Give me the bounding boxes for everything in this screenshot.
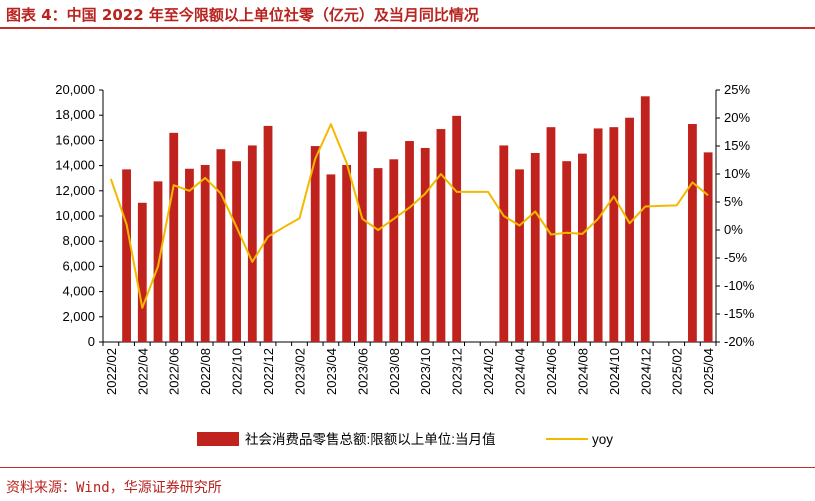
- y2-tick-label: 0%: [724, 222, 743, 237]
- legend: 社会消费品零售总额:限额以上单位:当月值 yoy: [197, 432, 613, 447]
- y-tick-label: 0: [88, 334, 95, 349]
- bar: [122, 169, 131, 342]
- x-tick-label: 2024/06: [544, 348, 559, 395]
- bar: [593, 128, 603, 342]
- x-tick-label: 2025/02: [670, 348, 685, 395]
- y-tick-label: 4,000: [62, 284, 95, 299]
- x-tick-label: 2024/12: [638, 348, 653, 395]
- title-divider: [0, 27, 815, 29]
- x-tick-label: 2022/06: [167, 348, 182, 395]
- x-tick-label: 2024/02: [481, 348, 496, 395]
- x-tick-label: 2024/10: [607, 348, 622, 395]
- y-tick-label: 6,000: [62, 258, 95, 273]
- bar: [137, 202, 147, 342]
- bar: [216, 149, 226, 342]
- y2-tick-label: 5%: [724, 194, 743, 209]
- y-tick-label: 20,000: [55, 82, 95, 97]
- bar: [169, 132, 179, 342]
- bar: [373, 168, 383, 342]
- bar: [562, 161, 572, 342]
- bar: [577, 153, 587, 342]
- x-tick-label: 2024/08: [575, 348, 590, 395]
- line-series-layer: [109, 123, 709, 309]
- y2-tick-label: -10%: [724, 278, 755, 293]
- source-divider: [0, 467, 815, 468]
- legend-bar-label: 社会消费品零售总额:限额以上单位:当月值: [245, 432, 496, 447]
- bar: [200, 164, 210, 342]
- x-tick-label: 2022/04: [135, 348, 150, 395]
- x-tick-label: 2023/10: [418, 348, 433, 395]
- bar: [357, 131, 367, 342]
- y-tick-label: 16,000: [55, 132, 95, 147]
- y-tick-label: 18,000: [55, 107, 95, 122]
- x-tick-label: 2023/12: [450, 348, 465, 395]
- x-tick-label: 2023/04: [324, 348, 339, 395]
- bar: [688, 124, 697, 343]
- bar: [436, 129, 446, 342]
- bar: [515, 169, 524, 342]
- bar: [185, 168, 194, 342]
- legend-bar-swatch: [197, 432, 239, 446]
- bar: [609, 127, 619, 342]
- y-tick-label: 14,000: [55, 158, 95, 173]
- bar: [640, 96, 650, 342]
- bar: [625, 117, 634, 342]
- y2-tick-label: 20%: [724, 110, 750, 125]
- x-tick-label: 2024/04: [513, 348, 528, 395]
- x-tick-label: 2022/08: [198, 348, 213, 395]
- bar: [389, 159, 399, 342]
- bar: [326, 174, 336, 342]
- tick-label-layer: 0 2,000 4,000 6,000 8,000 10,000 12,000 14,000 1…: [55, 82, 755, 395]
- figure-title: 图表 4：中国 2022 年至今限额以上单位社零（亿元）及当月同比情况: [6, 6, 479, 24]
- x-tick-label: 2025/04: [701, 348, 716, 395]
- legend-line-label: yoy: [592, 432, 613, 447]
- y2-tick-label: 15%: [724, 138, 750, 153]
- y2-tick-label: -20%: [724, 334, 755, 349]
- y-tick-label: 12,000: [55, 183, 95, 198]
- bar: [530, 153, 540, 342]
- x-tick-label: 2023/06: [355, 348, 370, 395]
- bar: [452, 115, 462, 342]
- bar: [703, 152, 713, 342]
- y2-tick-label: -15%: [724, 306, 755, 321]
- x-tick-label: 2022/02: [104, 348, 119, 395]
- y-tick-label: 8,000: [62, 233, 95, 248]
- bar: [310, 146, 320, 342]
- y2-tick-label: 10%: [724, 166, 750, 181]
- bar-series-layer: [122, 96, 713, 343]
- y-tick-label: 10,000: [55, 208, 95, 223]
- x-tick-label: 2023/02: [292, 348, 307, 395]
- bar: [342, 164, 352, 342]
- bar: [499, 145, 509, 342]
- x-tick-label: 2023/08: [387, 348, 402, 395]
- chart: 0 2,000 4,000 6,000 8,000 10,000 12,000 14,000 1…: [55, 82, 755, 447]
- bar: [247, 145, 257, 342]
- bar: [420, 147, 430, 342]
- y2-tick-label: -5%: [724, 250, 748, 265]
- bar: [263, 125, 273, 342]
- y-tick-label: 2,000: [62, 309, 95, 324]
- bar: [405, 141, 414, 342]
- x-tick-label: 2022/12: [261, 348, 276, 395]
- y2-tick-label: 25%: [724, 82, 750, 97]
- source-note: 资料来源：Wind，华源证券研究所: [6, 480, 222, 496]
- bar: [232, 161, 242, 342]
- x-tick-label: 2022/10: [230, 348, 245, 395]
